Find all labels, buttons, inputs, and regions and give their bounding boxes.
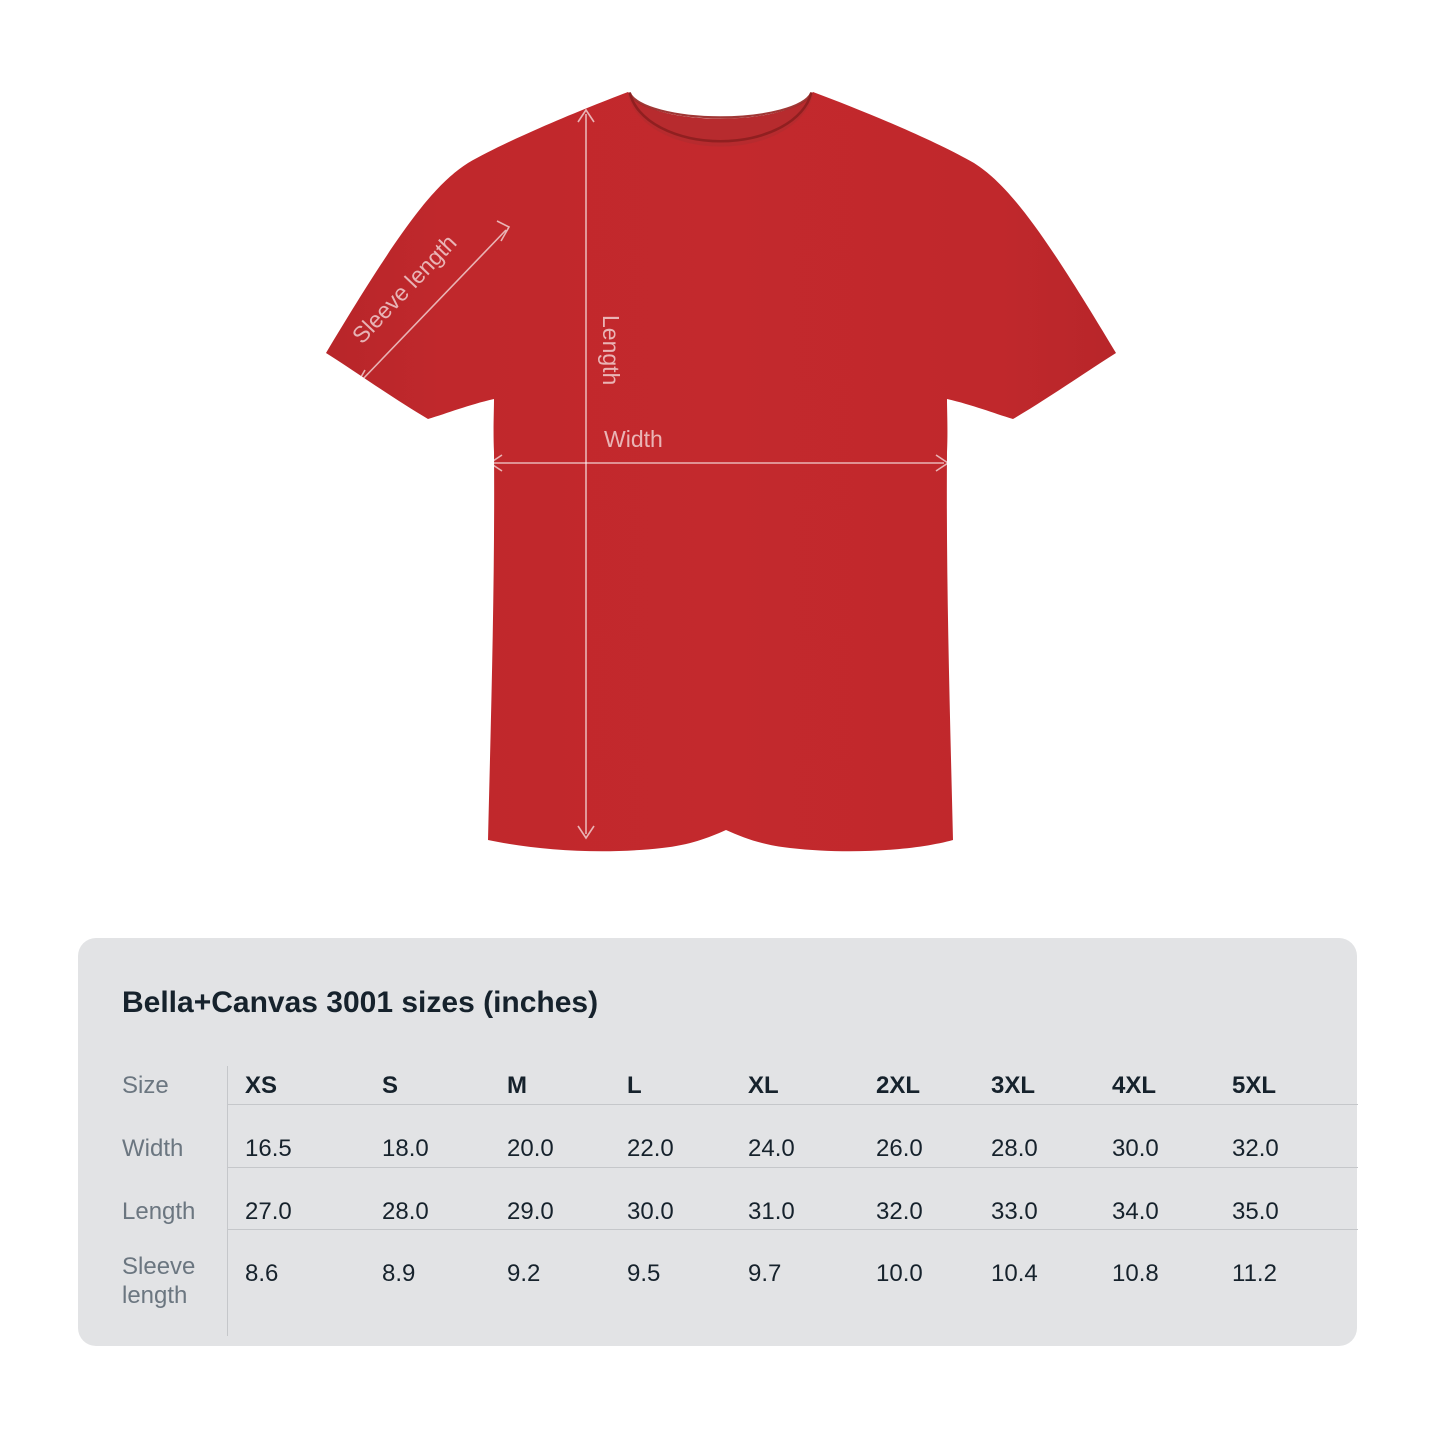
svg-text:Length: Length (598, 315, 624, 385)
svg-text:Sleeve length: Sleeve length (347, 229, 462, 348)
svg-text:Width: Width (604, 426, 663, 452)
